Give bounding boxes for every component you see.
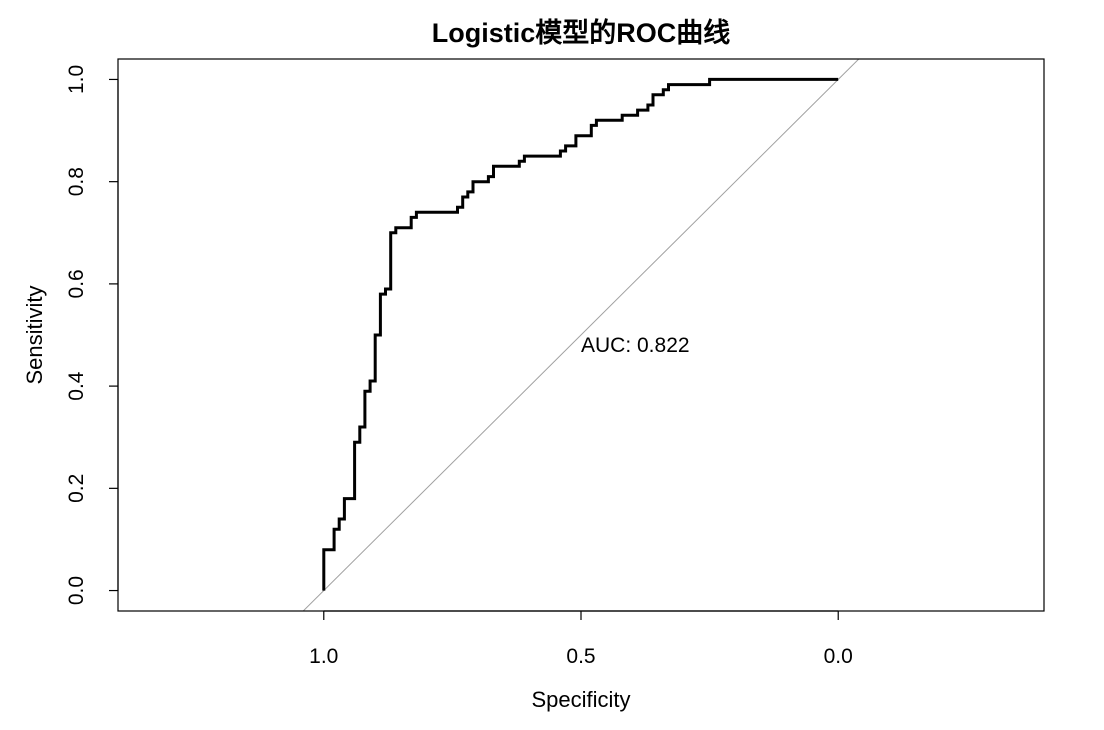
x-axis-title: Specificity [531,687,630,712]
chart-title: Logistic模型的ROC曲线 [432,17,731,48]
plot-area: AUC: 0.822 [302,59,860,611]
auc-annotation: AUC: 0.822 [581,334,690,357]
y-tick-label: 0.2 [65,474,88,503]
y-axis-title: Sensitivity [22,285,47,384]
y-tick-label: 0.4 [65,371,88,401]
y-tick-label: 0.8 [65,167,88,196]
x-axis: 1.0 0.5 0.0 [309,610,853,668]
roc-curve-line [322,77,839,591]
x-tick-label: 0.5 [566,645,595,668]
y-tick-label: 0.6 [65,269,88,298]
y-tick-label: 1.0 [65,65,88,94]
x-tick-label: 0.0 [824,645,853,668]
reference-diagonal-line [302,59,860,611]
y-axis: 0.0 0.2 0.4 0.6 0.8 1.0 [65,65,119,605]
y-tick-label: 0.0 [65,576,88,605]
x-tick-label: 1.0 [309,645,338,668]
